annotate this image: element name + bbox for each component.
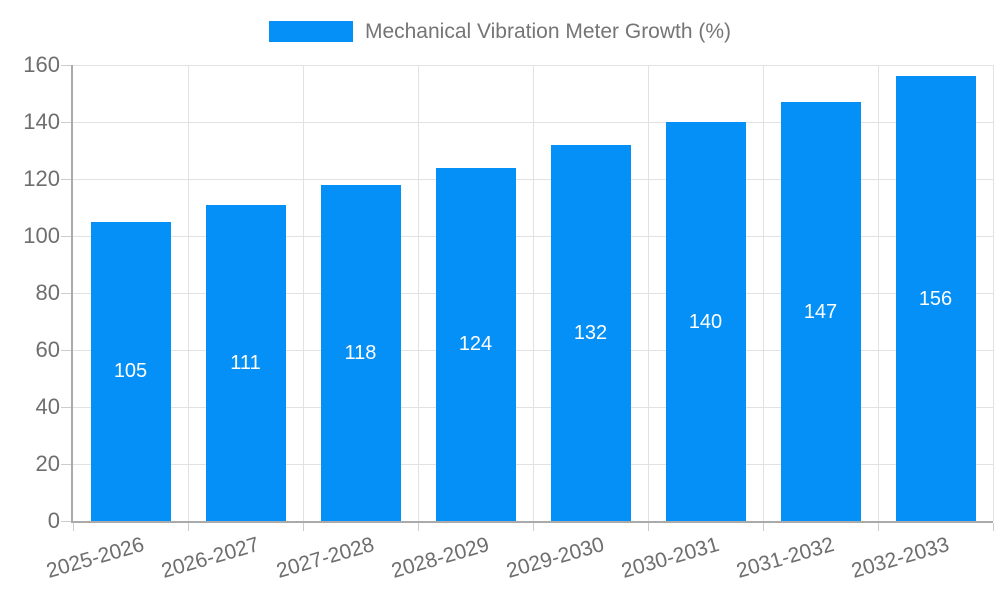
- gridline-v: [762, 65, 764, 521]
- gridline-v: [302, 65, 304, 521]
- x-axis-category-label: 2032-2033: [848, 533, 952, 583]
- x-tick: [532, 523, 534, 531]
- y-tick: [61, 349, 71, 351]
- gridline-v: [532, 65, 534, 521]
- bar-2030-2031[interactable]: 140: [665, 122, 746, 521]
- x-axis-category-label: 2030-2031: [618, 533, 722, 583]
- bar-value-label: 147: [803, 300, 838, 323]
- y-axis-line: [71, 65, 73, 523]
- y-axis-tick-label: 40: [35, 394, 60, 419]
- x-tick: [72, 523, 74, 531]
- gridline-v: [187, 65, 189, 521]
- bar-2032-2033[interactable]: 156: [895, 76, 976, 521]
- bar-value-label: 156: [918, 287, 953, 310]
- y-axis-tick-label: 80: [35, 280, 60, 305]
- x-tick: [877, 523, 879, 531]
- x-tick: [187, 523, 189, 531]
- legend-label: Mechanical Vibration Meter Growth (%): [364, 20, 732, 43]
- bar-2026-2027[interactable]: 111: [205, 204, 286, 521]
- bar-value-label: 132: [573, 321, 608, 344]
- y-tick: [61, 235, 71, 237]
- x-axis-line: [71, 521, 993, 523]
- y-axis-tick-label: 0: [47, 508, 60, 533]
- bar-2031-2032[interactable]: 147: [780, 102, 861, 521]
- bar-value-label: 140: [688, 310, 723, 333]
- y-tick: [61, 406, 71, 408]
- y-axis-tick-label: 100: [23, 223, 60, 248]
- bar-2025-2026[interactable]: 105: [90, 221, 171, 521]
- x-axis-category-label: 2028-2029: [388, 533, 492, 583]
- y-axis-tick-label: 160: [23, 52, 60, 77]
- x-tick: [762, 523, 764, 531]
- x-axis-category-label: 2026-2027: [158, 533, 262, 583]
- y-tick: [61, 520, 71, 522]
- x-tick: [417, 523, 419, 531]
- gridline-v: [647, 65, 649, 521]
- bar-value-label: 118: [344, 341, 377, 364]
- y-axis-tick-label: 140: [23, 109, 60, 134]
- bar-value-label: 105: [113, 360, 148, 383]
- bar-value-label: 124: [458, 333, 493, 356]
- y-tick: [61, 178, 71, 180]
- y-tick: [61, 463, 71, 465]
- y-tick: [61, 121, 71, 123]
- gridline-v: [417, 65, 419, 521]
- gridline-v: [877, 65, 879, 521]
- y-tick: [61, 292, 71, 294]
- bar-2027-2028[interactable]: 118: [320, 184, 401, 521]
- plot-area: 105 111 118 124 132 140 147 156: [73, 64, 994, 521]
- y-axis-tick-label: 120: [23, 166, 60, 191]
- x-tick: [647, 523, 649, 531]
- x-axis-category-label: 2025-2026: [43, 533, 147, 583]
- legend-swatch: [268, 21, 353, 43]
- y-tick: [61, 64, 71, 66]
- legend-item[interactable]: Mechanical Vibration Meter Growth (%): [0, 20, 1000, 43]
- y-axis-tick-label: 20: [35, 451, 60, 476]
- bar-2029-2030[interactable]: 132: [550, 144, 631, 521]
- x-axis-category-label: 2031-2032: [733, 533, 837, 583]
- gridline-v: [992, 65, 994, 521]
- y-axis-labels: 0 20 40 60 80 100 120 140 160: [0, 52, 60, 533]
- bar-value-label: 111: [230, 351, 261, 374]
- x-tick: [302, 523, 304, 531]
- x-axis-category-label: 2029-2030: [503, 533, 607, 583]
- y-axis-tick-label: 60: [35, 337, 60, 362]
- x-tick: [992, 523, 994, 531]
- bar-2028-2029[interactable]: 124: [435, 167, 516, 521]
- x-axis-category-label: 2027-2028: [273, 533, 377, 583]
